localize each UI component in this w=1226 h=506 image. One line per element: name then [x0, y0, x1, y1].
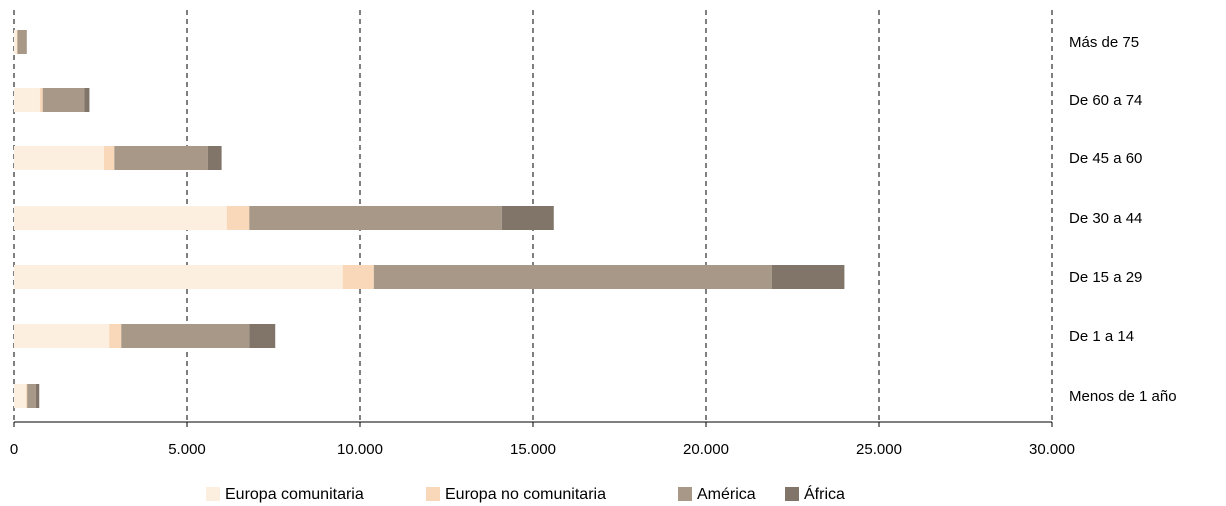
bar-segment — [501, 206, 554, 230]
bar-segment — [342, 265, 374, 289]
legend-label: Europa comunitaria — [225, 486, 364, 503]
x-tick-label: 15.000 — [510, 441, 556, 458]
x-tick-label: 30.000 — [1029, 441, 1075, 458]
legend-label: América — [697, 486, 756, 503]
x-tick-label: 10.000 — [337, 441, 383, 458]
bars — [14, 30, 845, 408]
bar-segment — [84, 88, 90, 112]
bar-segment — [42, 88, 85, 112]
x-tick-label: 0 — [10, 441, 18, 458]
bar-segment — [26, 384, 28, 408]
bar-segment — [249, 206, 502, 230]
legend-label: Europa no comunitaria — [445, 486, 606, 503]
bar-segment — [249, 324, 276, 348]
legend-label: África — [804, 484, 845, 503]
legend-swatch — [206, 487, 220, 501]
bar-segment — [207, 146, 222, 170]
bar-segment — [27, 384, 36, 408]
category-label: De 1 a 14 — [1069, 328, 1134, 345]
bar-segment — [14, 146, 104, 170]
bar-segment — [121, 324, 250, 348]
bar-segment — [14, 324, 110, 348]
bar-segment — [14, 206, 227, 230]
bar-segment — [17, 30, 27, 54]
x-tick-label: 5.000 — [168, 441, 206, 458]
bar-segment — [14, 265, 343, 289]
bar-segment — [114, 146, 208, 170]
bar-segment — [14, 88, 40, 112]
bar-segment — [109, 324, 122, 348]
x-tick-label: 25.000 — [856, 441, 902, 458]
category-label: De 45 a 60 — [1069, 150, 1142, 167]
category-label: De 15 a 29 — [1069, 269, 1142, 286]
bar-segment — [373, 265, 772, 289]
category-labels: Menos de 1 año De 1 a 14 De 15 a 29 De 30 a… — [1069, 34, 1177, 405]
x-tick-label: 20.000 — [683, 441, 729, 458]
category-label: Menos de 1 año — [1069, 388, 1177, 405]
category-label: Más de 75 — [1069, 34, 1139, 51]
bar-segment — [771, 265, 845, 289]
bar-segment — [14, 30, 17, 54]
bar-segment — [103, 146, 115, 170]
legend: Europa comunitaria Europa no comunitaria A… — [206, 484, 845, 503]
bar-segment — [35, 384, 40, 408]
legend-swatch — [426, 487, 440, 501]
bar-segment — [226, 206, 250, 230]
category-label: De 60 a 74 — [1069, 92, 1142, 109]
legend-swatch — [678, 487, 692, 501]
category-label: De 30 a 44 — [1069, 210, 1142, 227]
gridlines — [13, 10, 1053, 422]
bar-segment — [39, 88, 43, 112]
bar-segment — [16, 30, 18, 54]
x-axis: 0 5.000 10.000 15.000 20.000 25.000 30.000 — [10, 421, 1075, 458]
legend-swatch — [785, 487, 799, 501]
bar-segment — [14, 384, 27, 408]
